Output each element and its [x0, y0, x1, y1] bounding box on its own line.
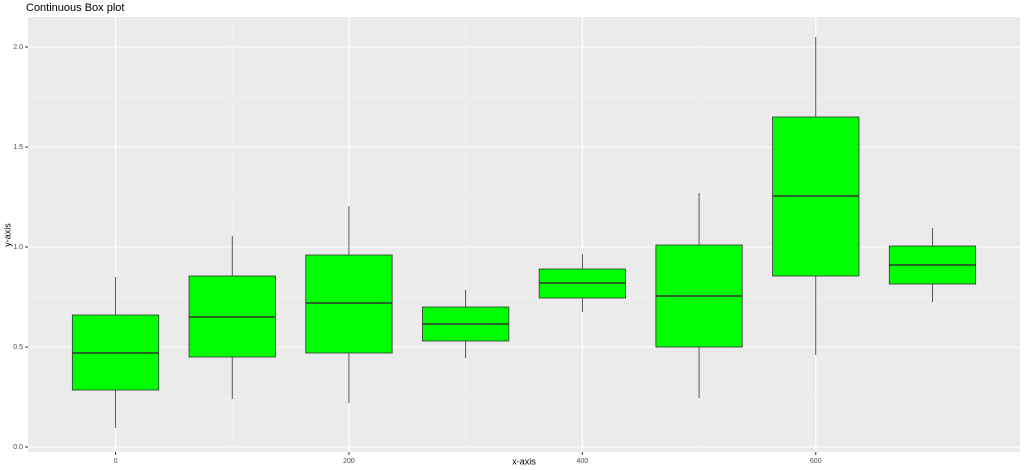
x-tick-label: 600 — [810, 458, 822, 465]
y-tick-label: 0.0 — [13, 444, 23, 451]
y-tick-label: 0.5 — [13, 344, 23, 351]
y-tick-label: 1.5 — [13, 144, 23, 151]
box — [305, 254, 393, 354]
chart-title: Continuous Box plot — [26, 2, 124, 14]
x-tick-label: 400 — [577, 458, 589, 465]
y-axis-label: y-axis — [2, 223, 12, 247]
y-tick-label: 1.0 — [13, 244, 23, 251]
y-tick-label: 2.0 — [13, 44, 23, 51]
panel — [28, 17, 1020, 452]
x-tick-label: 200 — [343, 458, 355, 465]
x-tick-label: 0 — [114, 458, 118, 465]
x-axis-label: x-axis — [512, 456, 536, 466]
